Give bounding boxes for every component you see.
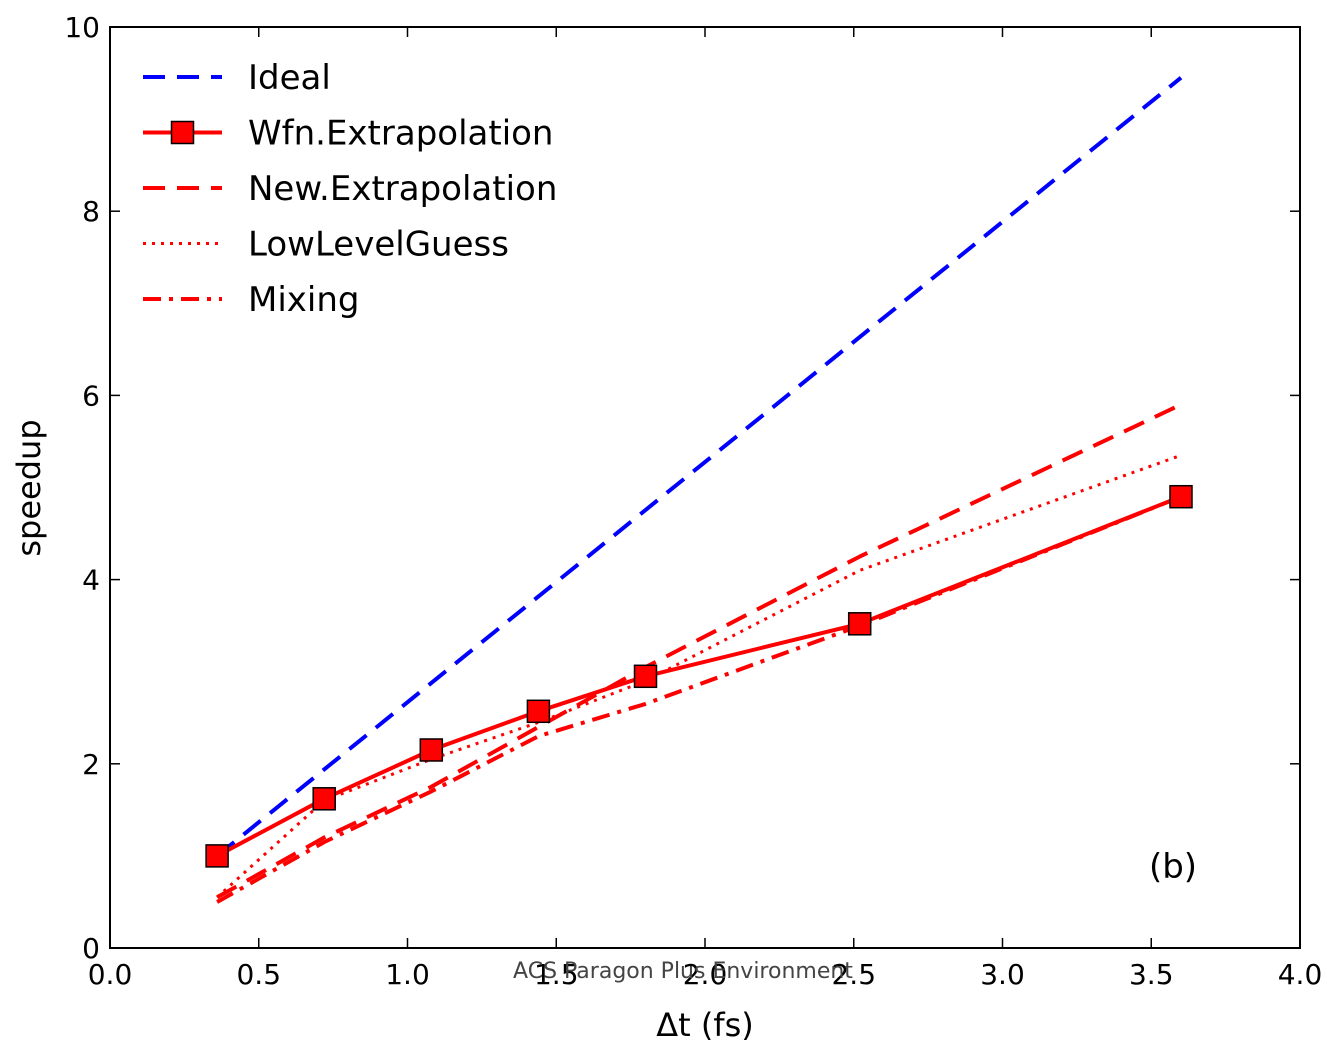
y-tick-label: 2 — [82, 748, 100, 781]
data-point — [526, 699, 551, 724]
watermark-text: ACS Paragon Plus Environment — [513, 959, 853, 984]
x-tick-label: 3.5 — [1129, 958, 1174, 991]
legend-entry: New.Extrapolation — [143, 169, 557, 209]
legend-entry: Wfn.Extrapolation — [143, 114, 554, 154]
series-line-new-extrapolation — [216, 402, 1182, 900]
x-tick-label: 0.5 — [236, 958, 281, 991]
series-line-wfn-extrapolation — [216, 494, 1182, 858]
x-tick-label: 2.5 — [831, 958, 876, 991]
data-point — [312, 787, 336, 811]
data-point — [847, 612, 872, 636]
legend-label: Wfn.Extrapolation — [248, 114, 554, 154]
legend: Ideal Wfn.Extrapolation New.Extrapolation L… — [143, 58, 557, 320]
x-axis-label: Δt (fs) — [656, 1006, 754, 1044]
y-axis-label: speedup — [10, 419, 48, 556]
legend-entry: Mixing — [143, 280, 359, 320]
plot-frame — [109, 26, 1301, 949]
legend-marker — [170, 120, 195, 145]
legend-entry: Ideal — [143, 58, 331, 98]
x-tick-label: 2.0 — [683, 958, 728, 991]
y-tick-label: 4 — [82, 564, 100, 597]
plot-area: 0.0 0.5 1.0 1.5 2.0 2.5 3.0 3.5 4.0 0 2 4 6 8 10 — [64, 11, 1322, 991]
y-tick-label: 10 — [64, 11, 100, 44]
legend-entry: LowLevelGuess — [143, 225, 509, 265]
series-line-lowlevelguess — [216, 453, 1182, 899]
data-point — [1169, 484, 1193, 509]
series-line-ideal — [215, 76, 1183, 858]
x-tick-label: 0.0 — [88, 958, 133, 991]
legend-label: Ideal — [248, 58, 331, 98]
series-line-mixing — [216, 494, 1182, 904]
data-point — [633, 664, 658, 689]
y-tick-label: 6 — [82, 379, 100, 412]
legend-label: Mixing — [248, 280, 359, 320]
data-point — [419, 738, 444, 762]
legend-label: LowLevelGuess — [248, 225, 509, 265]
x-tick-label: 3.0 — [980, 958, 1025, 991]
y-tick-label: 0 — [82, 932, 100, 965]
panel-label: (b) — [1149, 847, 1197, 887]
x-tick-label: 1.0 — [385, 958, 430, 991]
x-tick-label: 4.0 — [1278, 958, 1323, 991]
y-tick-label: 8 — [82, 195, 100, 228]
data-point — [205, 844, 229, 868]
x-tick-label: 1.5 — [534, 958, 579, 991]
legend-label: New.Extrapolation — [248, 169, 557, 209]
